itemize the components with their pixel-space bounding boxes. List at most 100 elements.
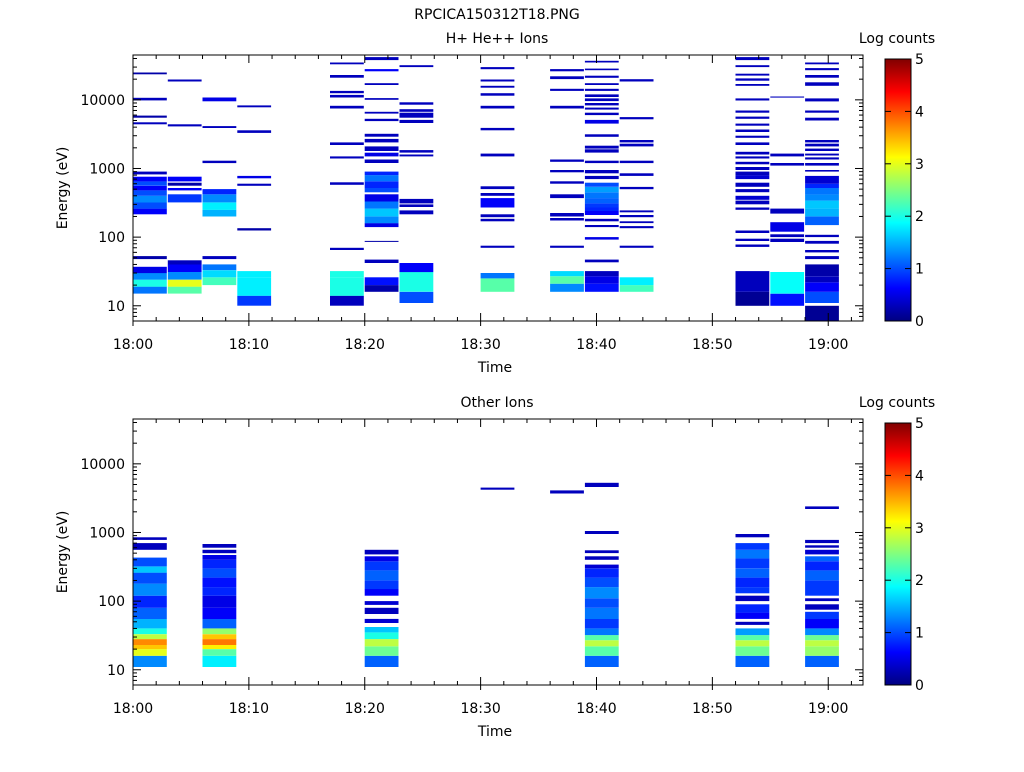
y-tick-label: 100 [98, 594, 125, 610]
heatmap-cell [364, 69, 399, 72]
x-tick-label: 19:00 [808, 337, 848, 353]
x-tick-label: 18:00 [113, 337, 153, 353]
heatmap-cell [480, 153, 515, 157]
heatmap-cell [202, 160, 237, 164]
heatmap-cell [364, 175, 399, 182]
heatmap-cell [584, 68, 619, 71]
colorbar-tick-label: 3 [915, 521, 924, 537]
heatmap-cell [805, 68, 839, 71]
heatmap-cell [735, 65, 770, 68]
heatmap-cell [133, 279, 167, 287]
heatmap-cell [133, 72, 167, 75]
heatmap-cell [805, 163, 839, 166]
heatmap-cell [399, 198, 434, 204]
heatmap-cell [364, 549, 399, 555]
heatmap-cell [202, 639, 237, 645]
heatmap-cell [770, 272, 805, 294]
heatmap-cell [805, 646, 839, 656]
heatmap-cell [770, 234, 805, 238]
heatmap-cell [364, 98, 399, 100]
heatmap-cell [584, 646, 619, 656]
colorbar-tick-label: 5 [915, 416, 924, 432]
heatmap-cell [364, 83, 399, 85]
heatmap-cell [202, 194, 237, 203]
y-tick-label: 100 [98, 230, 125, 246]
heatmap-cell [330, 182, 364, 185]
heatmap-cell [735, 628, 770, 636]
heatmap-cell [480, 67, 515, 70]
heatmap-cell [735, 635, 770, 641]
heatmap-cell [133, 628, 167, 635]
heatmap-cell [202, 644, 237, 650]
heatmap-cell [584, 207, 619, 211]
heatmap-cell [364, 655, 399, 667]
heatmap-cell [237, 277, 272, 296]
heatmap-cell [619, 173, 654, 176]
heatmap-cell [805, 148, 839, 151]
plot-frame [132, 418, 864, 686]
heatmap-cell [584, 186, 619, 193]
heatmap-cell [399, 65, 434, 68]
heatmap-cell [584, 598, 619, 608]
heatmap-cell [735, 110, 770, 113]
heatmap-cell [805, 183, 839, 188]
colorbar-tick-label: 2 [915, 573, 924, 589]
heatmap-cell [133, 607, 167, 619]
heatmap-cell [364, 146, 399, 151]
heatmap-cell [805, 110, 839, 113]
heatmap-cell [584, 482, 619, 487]
heatmap-cell [584, 175, 619, 180]
heatmap-cell [619, 285, 654, 292]
heatmap-cell [735, 595, 770, 602]
heatmap-cell [133, 634, 167, 640]
heatmap-cell [167, 260, 202, 265]
heatmap-cell [584, 271, 619, 277]
heatmap-cell [202, 202, 237, 210]
heatmap-cell [735, 189, 770, 193]
heatmap-cell [584, 107, 619, 110]
heatmap-cell [584, 568, 619, 578]
heatmap-cell [619, 143, 654, 147]
heatmap-cell [584, 75, 619, 78]
heatmap-cell [805, 200, 839, 209]
heatmap-cell [735, 621, 770, 625]
heatmap-cell [619, 79, 654, 82]
heatmap-cell [550, 283, 584, 292]
heatmap-cell [619, 245, 654, 248]
colorbar-label: Log counts [859, 395, 935, 411]
y-axis: 10 100 1000 10000 [80, 58, 863, 322]
x-axis: 18:00 18:10 18:20 18:30 18:40 18:50 19:00 [113, 55, 852, 353]
heatmap-cell [805, 635, 839, 641]
heatmap-cell [584, 182, 619, 187]
heatmap-cell [364, 277, 399, 286]
heatmap-cell [805, 143, 839, 147]
heatmap-cell [399, 150, 434, 153]
heatmap-cell [735, 123, 770, 126]
heatmap-cell [735, 171, 770, 176]
colorbar-label: Log counts [859, 31, 935, 47]
heatmap-cell [133, 97, 167, 101]
heatmap-cell [805, 580, 839, 596]
heatmap-cell [735, 116, 770, 119]
heatmap-cell [805, 98, 839, 102]
heatmap-cell [202, 634, 237, 640]
heatmap-cell [133, 618, 167, 629]
heatmap-cell [133, 543, 167, 550]
heatmap-cell [805, 117, 839, 121]
x-tick-label: 18:20 [345, 337, 385, 353]
heatmap-cell [584, 119, 619, 124]
heatmap-cell [202, 256, 237, 260]
heatmap-cell [202, 555, 237, 560]
heatmap-cell [584, 203, 619, 208]
heatmap-cell [364, 639, 399, 647]
heatmap-cell [584, 160, 619, 164]
heatmap-cell [584, 577, 619, 588]
heatmap-cell [167, 264, 202, 272]
heatmap-cell [735, 98, 770, 101]
heatmap-cell [133, 181, 167, 186]
heatmap-cell [480, 93, 515, 96]
heatmap-cell [364, 159, 399, 163]
heatmap-cell [133, 639, 167, 645]
heatmap-cell [364, 259, 399, 263]
